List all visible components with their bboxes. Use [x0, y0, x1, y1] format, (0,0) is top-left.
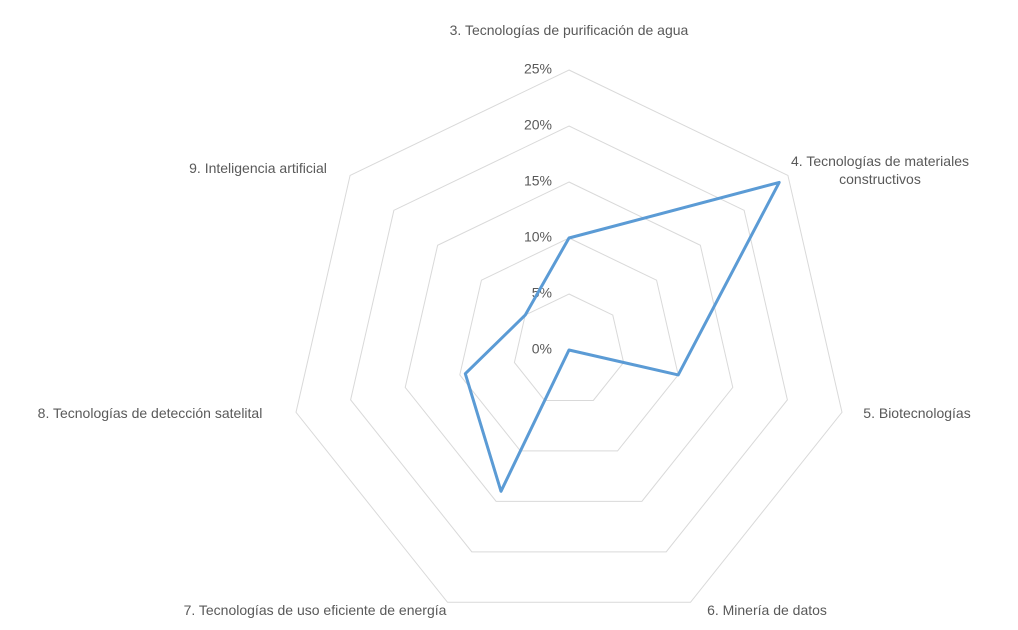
category-label: 9. Inteligencia artificial — [189, 160, 327, 176]
category-label: 4. Tecnologías de materiales constructiv… — [791, 153, 969, 187]
r-tick-label: 25% — [524, 61, 552, 77]
grid-ring — [459, 237, 679, 452]
category-label: 3. Tecnologías de purificación de agua — [449, 22, 689, 38]
r-tick-label: 20% — [524, 117, 552, 133]
category-label: 5. Biotecnologías — [863, 405, 971, 421]
series-line — [463, 180, 781, 493]
category-label: 7. Tecnologías de uso eficiente de energ… — [183, 602, 447, 618]
grid-ring — [513, 293, 625, 401]
category-label: 8. Tecnologías de detección satelital — [37, 405, 263, 421]
grid-ring — [295, 69, 843, 603]
r-tick-label: 0% — [532, 341, 552, 357]
category-label: 6. Minería de datos — [707, 602, 827, 618]
grid-ring — [404, 181, 734, 502]
r-tick-label: 10% — [524, 229, 552, 245]
r-tick-label: 15% — [524, 173, 552, 189]
grid-ring — [350, 125, 788, 553]
